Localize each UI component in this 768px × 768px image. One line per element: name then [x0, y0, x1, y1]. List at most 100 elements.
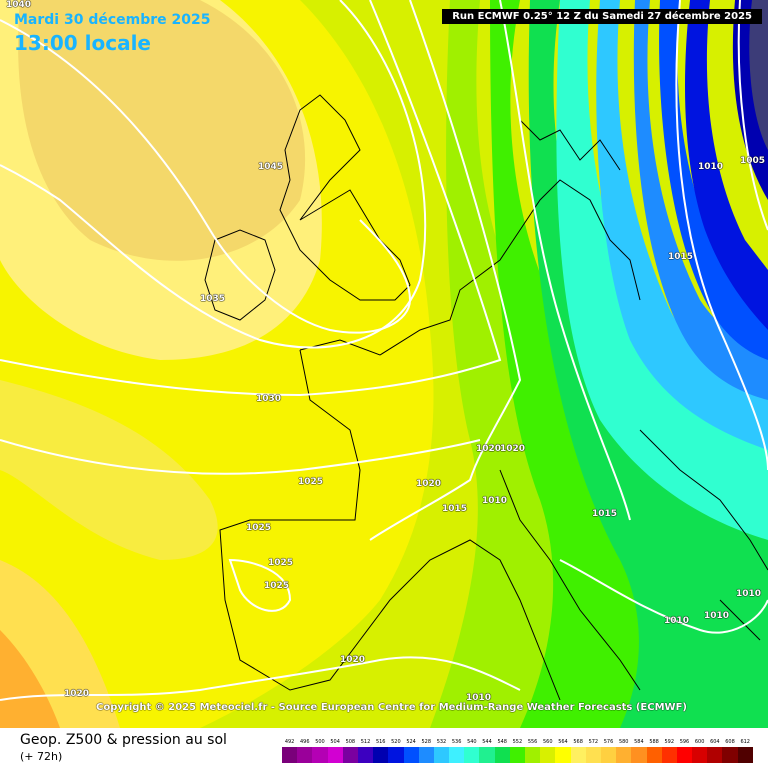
- scale-swatch: [418, 747, 434, 763]
- scale-label: 556: [527, 739, 538, 745]
- isobar-1010-east: [559, 559, 768, 634]
- scale-label: 612: [740, 739, 750, 745]
- z500-band-orange: [0, 630, 60, 728]
- scale-swatch: [342, 747, 358, 763]
- isobar-1020: [369, 0, 522, 541]
- map-canvas: [0, 0, 768, 728]
- isobar-label: 1025: [246, 523, 272, 533]
- scale-label: 544: [482, 739, 492, 745]
- scale-swatch: [525, 747, 541, 763]
- scale-swatch: [692, 747, 708, 763]
- color-scale: 492 496 500 504 508 512 516 520 524 528 532 536 540 5…: [282, 738, 753, 764]
- scale-swatch: [540, 747, 556, 763]
- color-scale-labels: 492 496 500 504 508 512 516 520 524 528 532 536 540 5…: [282, 738, 753, 746]
- scale-swatch: [600, 747, 617, 763]
- isobar-iberia: [228, 558, 292, 612]
- color-scale-bar: [282, 747, 753, 763]
- isobar-1030: [0, 0, 502, 397]
- isobars: [0, 0, 768, 701]
- isobar-label: 1020: [64, 689, 90, 699]
- scale-swatch: [585, 747, 601, 763]
- scale-swatch: [297, 747, 313, 763]
- scale-label: 492: [284, 739, 295, 745]
- isobar-label: 1010: [704, 611, 730, 621]
- forecast-time: 13:00 locale: [14, 31, 151, 55]
- scale-label: 516: [375, 739, 386, 745]
- scale-swatch: [464, 747, 480, 763]
- weather-map: 1040 1045 1035 1030 1025 1025 1025 1025 …: [0, 0, 768, 728]
- scale-label: 572: [588, 739, 599, 745]
- greece: [719, 599, 761, 641]
- scale-swatch: [449, 747, 465, 763]
- isobar-1010: [675, 0, 768, 471]
- scale-swatch: [570, 747, 586, 763]
- scale-swatch: [737, 747, 753, 763]
- isobar-label: 1040: [6, 0, 32, 10]
- isobar-label: 1015: [442, 504, 468, 514]
- scale-swatch: [357, 747, 374, 763]
- z500-band-blue-dark: [685, 0, 768, 330]
- isobar-1020-south: [0, 656, 521, 701]
- north-coast: [299, 179, 641, 356]
- scale-label: 504: [330, 739, 340, 745]
- isobar-label: 1010: [736, 589, 762, 599]
- scale-swatch: [433, 747, 450, 763]
- isobar-label: 1005: [740, 156, 766, 166]
- scale-swatch: [707, 747, 723, 763]
- scale-swatch: [479, 747, 495, 763]
- scale-swatch: [509, 747, 525, 763]
- isobar-1025: [0, 439, 481, 475]
- scale-label: 540: [467, 739, 477, 745]
- scale-label: 608: [725, 739, 735, 745]
- scale-label: 536: [451, 739, 462, 745]
- scale-swatch: [494, 747, 510, 763]
- z500-band-green2: [528, 0, 768, 728]
- scale-label: 600: [694, 739, 705, 745]
- scale-swatch: [312, 747, 328, 763]
- scale-label: 596: [679, 739, 690, 745]
- scale-swatch: [676, 747, 693, 763]
- scale-label: 496: [300, 739, 310, 745]
- denmark: [519, 119, 621, 171]
- isobar-label: 1025: [298, 477, 324, 487]
- scale-label: 568: [573, 739, 583, 745]
- isobar-label: 1010: [482, 496, 508, 506]
- forecast-date: Mardi 30 décembre 2025: [14, 12, 211, 28]
- scale-label: 560: [543, 739, 553, 745]
- scale-label: 576: [603, 739, 614, 745]
- isobar-label: 1020: [416, 479, 442, 489]
- scale-swatch: [722, 747, 738, 763]
- scale-swatch: [282, 747, 298, 763]
- run-info: Run ECMWF 0.25° 12 Z du Samedi 27 décemb…: [442, 9, 762, 24]
- scale-label: 584: [634, 739, 644, 745]
- isobar-label: 1020: [476, 444, 502, 454]
- scale-label: 604: [710, 739, 720, 745]
- scale-label: 508: [345, 739, 356, 745]
- italy: [499, 469, 641, 691]
- isobar-label: 1025: [264, 581, 290, 591]
- isobar-label: 1020: [500, 444, 526, 454]
- scale-label: 548: [497, 739, 507, 745]
- z500-band-cyan: [596, 0, 768, 450]
- isobar-label: 1025: [268, 558, 294, 568]
- scale-label: 520: [391, 739, 401, 745]
- ireland: [204, 229, 276, 321]
- isobar-label: 1035: [200, 294, 226, 304]
- forecast-range: (+ 72h): [20, 750, 63, 763]
- scale-swatch: [646, 747, 662, 763]
- scale-label: 532: [436, 739, 447, 745]
- scale-label: 528: [421, 739, 432, 745]
- scale-label: 580: [618, 739, 629, 745]
- scale-swatch: [616, 747, 632, 763]
- isobar-label: 1010: [698, 162, 724, 172]
- scale-label: 564: [558, 739, 568, 745]
- scale-label: 592: [664, 739, 675, 745]
- scale-label: 524: [406, 739, 416, 745]
- copyright-text: Copyright © 2025 Meteociel.fr - Source E…: [96, 702, 687, 713]
- scale-swatch: [327, 747, 343, 763]
- z500-band-blue-light: [633, 0, 768, 400]
- scale-swatch: [403, 747, 419, 763]
- scale-swatch: [661, 747, 677, 763]
- map-title: Geop. Z500 & pression au sol: [20, 732, 227, 748]
- isobar-1040: [0, 19, 412, 334]
